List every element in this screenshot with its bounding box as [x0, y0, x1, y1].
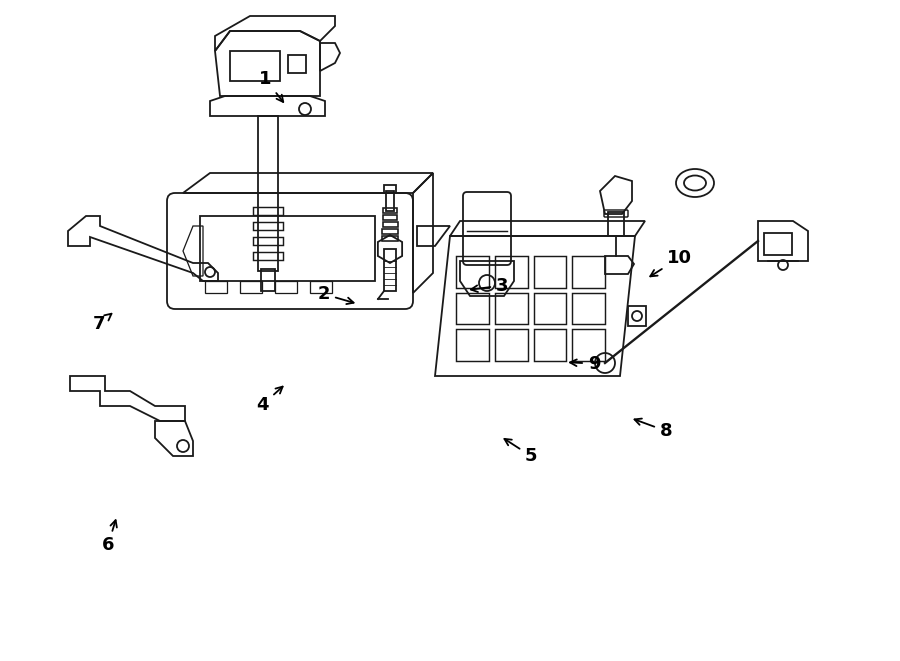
Bar [572, 329, 605, 361]
Bar [382, 236, 398, 241]
Bar [382, 215, 397, 220]
Bar [534, 293, 566, 325]
Bar [253, 222, 283, 230]
Text: 3: 3 [471, 276, 508, 295]
Bar [253, 207, 283, 215]
Text: 1: 1 [259, 70, 284, 102]
Bar [534, 329, 566, 361]
Text: 6: 6 [102, 520, 117, 555]
Bar [495, 256, 527, 288]
Bar [456, 293, 489, 325]
Bar [310, 281, 332, 293]
Bar [288, 55, 306, 73]
Bar [495, 293, 527, 325]
Bar [253, 252, 283, 260]
Bar [382, 229, 398, 234]
Text: 4: 4 [256, 387, 283, 414]
Bar [386, 191, 394, 211]
Bar [608, 212, 624, 236]
Bar [628, 306, 646, 326]
Text: 9: 9 [570, 354, 600, 373]
Bar [764, 233, 792, 255]
Bar [261, 269, 275, 291]
Bar [495, 329, 527, 361]
Bar [205, 281, 227, 293]
Bar [275, 281, 297, 293]
Text: 10: 10 [651, 249, 692, 276]
Bar [384, 185, 396, 193]
Bar [456, 256, 489, 288]
Bar [382, 222, 398, 227]
Bar [572, 293, 605, 325]
Bar [572, 256, 605, 288]
Bar [240, 281, 262, 293]
Bar [200, 216, 375, 281]
Bar [534, 256, 566, 288]
Bar [384, 249, 396, 291]
Bar [258, 116, 278, 271]
Text: 5: 5 [504, 439, 537, 465]
Bar [383, 208, 397, 213]
Text: 7: 7 [93, 314, 112, 333]
Bar [456, 329, 489, 361]
Text: 2: 2 [318, 285, 354, 304]
Bar [253, 237, 283, 245]
Bar [230, 51, 280, 81]
Text: 8: 8 [634, 418, 672, 440]
